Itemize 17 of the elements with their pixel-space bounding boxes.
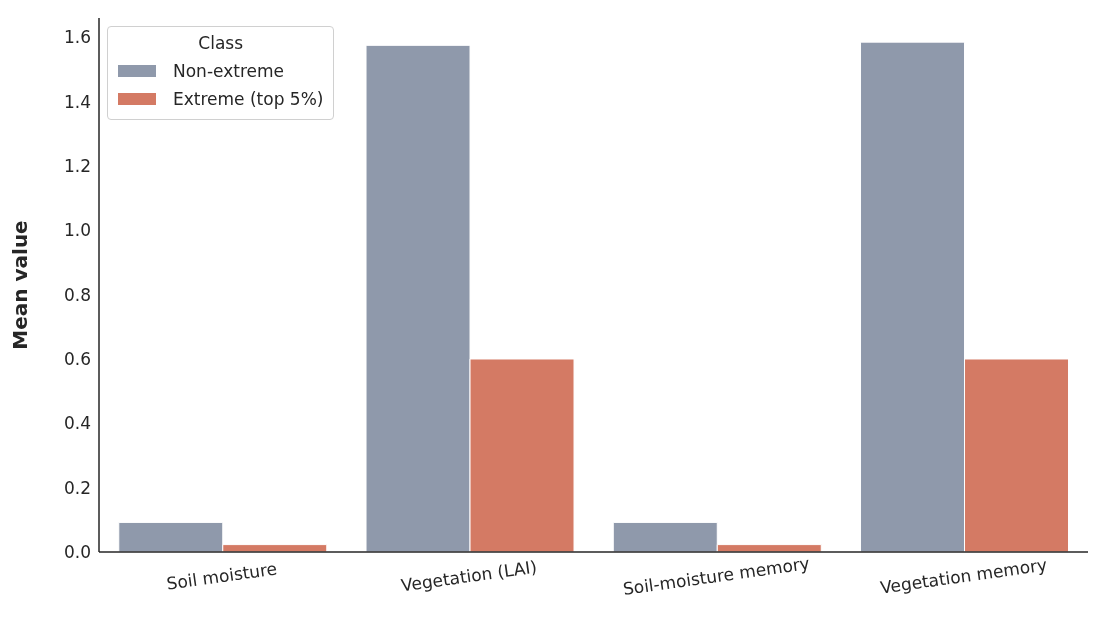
y-tick-label: 1.2 bbox=[63, 156, 91, 177]
legend-label: Non-extreme bbox=[173, 61, 285, 81]
x-tick-label: Vegetation memory bbox=[878, 554, 1049, 598]
y-tick-label: 0.2 bbox=[63, 477, 91, 498]
y-tick-label: 0.8 bbox=[63, 284, 91, 305]
y-tick-label: 0.6 bbox=[63, 349, 91, 370]
y-tick-label: 1.0 bbox=[63, 220, 91, 241]
legend-title: Class bbox=[197, 33, 245, 53]
x-tick-label: Soil moisture bbox=[165, 558, 279, 594]
y-tick-label: 1.4 bbox=[63, 91, 91, 112]
x-tick-label: Vegetation (LAI) bbox=[399, 556, 539, 596]
y-tick-label: 0.0 bbox=[63, 542, 91, 563]
x-tick-label: Soil-moisture memory bbox=[621, 553, 811, 600]
y-tick-label: 1.6 bbox=[63, 27, 91, 48]
y-tick-label: 0.4 bbox=[63, 413, 91, 434]
y-axis-title: Mean value bbox=[8, 220, 33, 350]
legend-label: Extreme (top 5%) bbox=[173, 89, 324, 109]
